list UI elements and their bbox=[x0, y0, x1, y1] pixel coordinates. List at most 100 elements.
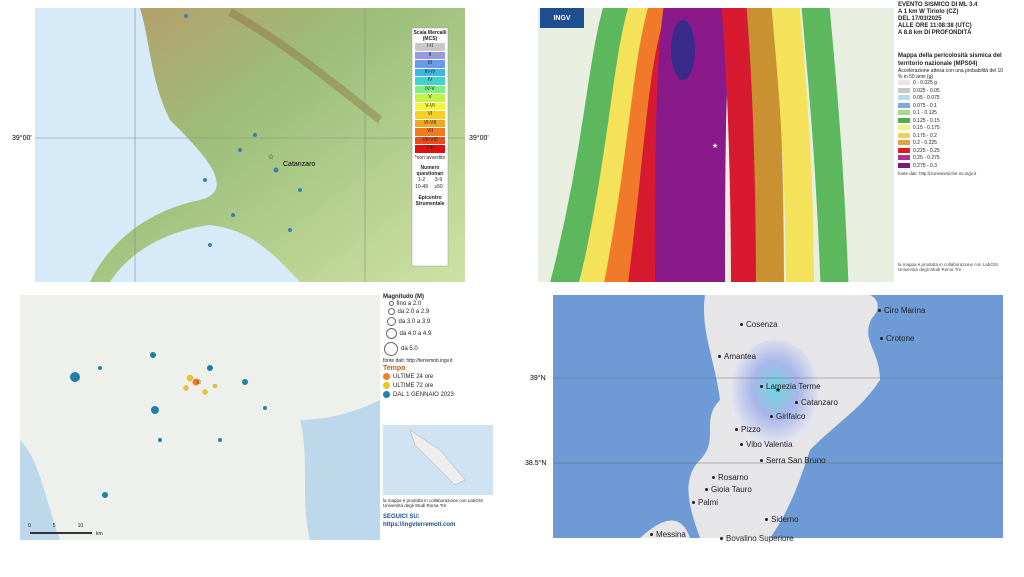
swatch bbox=[878, 309, 881, 313]
mcs-class: III bbox=[415, 60, 445, 68]
swatch bbox=[720, 537, 723, 541]
legend-classes: I-II II III III-IV IV IV-V V V-VI VI VI-VII VII VII… bbox=[413, 43, 447, 153]
label: A 1 km W Tiriolo (CZ) bbox=[898, 9, 959, 15]
magnitude-class: da 5.0 bbox=[383, 341, 503, 357]
label: da 3.0 a 3.9 bbox=[398, 319, 431, 326]
swatch bbox=[898, 140, 910, 146]
place-label: Catanzaro bbox=[795, 398, 838, 407]
label: 0.125 - 0.15 bbox=[913, 117, 940, 124]
label: fino a 2.0 bbox=[396, 301, 422, 308]
place-label: Ciro Marina bbox=[878, 306, 925, 315]
swatch bbox=[386, 317, 396, 327]
place-label: Girifalco bbox=[770, 412, 805, 421]
land bbox=[90, 8, 465, 282]
swatch bbox=[385, 328, 397, 340]
place-label: Amantea bbox=[718, 352, 756, 361]
swatch bbox=[898, 117, 910, 123]
label: Gioia Tauro bbox=[711, 485, 752, 494]
place-label: Siderno bbox=[765, 515, 799, 524]
count-class: ≥50 bbox=[430, 184, 447, 191]
place-label: Gioia Tauro bbox=[705, 485, 752, 494]
label: EVENTO SISMICO DI ML 3.4 bbox=[898, 2, 978, 8]
swatch bbox=[898, 162, 910, 168]
magnitude-class: da 3.0 a 3.9 bbox=[383, 317, 503, 328]
count-title: Numero questionari bbox=[416, 164, 444, 177]
label: 10 bbox=[77, 523, 84, 529]
label: 0.175 - 0.2 bbox=[913, 132, 937, 139]
hazard-class: 0.025 - 0.05 bbox=[898, 88, 1008, 96]
scale-label: 10 bbox=[78, 522, 84, 530]
credit: la mappa è prodotta in collaborazione co… bbox=[898, 262, 999, 272]
hazard-class: 0.275 - 0.3 bbox=[898, 163, 1008, 171]
label: da 4.0 a 4.9 bbox=[399, 331, 432, 338]
swatch bbox=[760, 459, 763, 463]
max-zone bbox=[671, 20, 695, 80]
hazard-class: 0.25 - 0.275 bbox=[898, 155, 1008, 163]
hazard-class: 0.15 - 0.175 bbox=[898, 125, 1008, 133]
swatch bbox=[898, 102, 910, 108]
count-class: 1-2 bbox=[413, 177, 430, 184]
events-map: ☆ bbox=[20, 295, 493, 540]
place-label: Messina bbox=[650, 530, 686, 539]
label: VI bbox=[427, 111, 433, 117]
hazard-class: 0 - 0.025 g bbox=[898, 80, 1008, 88]
swatch bbox=[898, 87, 910, 93]
label: III-IV bbox=[424, 68, 436, 75]
label: Pizzo bbox=[741, 425, 761, 434]
label: 1-2 bbox=[417, 176, 426, 183]
source: fonte dati: http://terremoti.ingv.it bbox=[383, 358, 453, 365]
label: 0.025 - 0.05 bbox=[913, 87, 940, 94]
label: 0.075 - 0.1 bbox=[913, 102, 937, 109]
legend-note: *non avvertito bbox=[414, 154, 446, 161]
label: V bbox=[428, 94, 432, 100]
swatch bbox=[705, 488, 708, 492]
sea bbox=[300, 400, 380, 540]
place-label: Bovalino Superiore bbox=[720, 534, 794, 543]
place-label: Vibo Valentia bbox=[740, 440, 792, 449]
label: 0.25 - 0.275 bbox=[913, 155, 940, 161]
swatch bbox=[898, 155, 910, 161]
count-class: 10-49 bbox=[413, 184, 430, 191]
label: VIII bbox=[426, 145, 434, 151]
label: Palmi bbox=[698, 498, 719, 507]
swatch bbox=[740, 323, 743, 327]
epicenter: ☆ bbox=[196, 378, 202, 386]
label: VII-VIII bbox=[422, 136, 438, 143]
label: 0.1 - 0.125 bbox=[913, 110, 937, 116]
label: IV-V bbox=[425, 85, 435, 92]
place-label: Pizzo bbox=[735, 425, 761, 434]
hazard-class: 0.1 - 0.125 bbox=[898, 110, 1008, 118]
swatch bbox=[770, 415, 773, 419]
swatch bbox=[880, 337, 883, 341]
label: VI-VII bbox=[423, 119, 437, 126]
swatch bbox=[760, 385, 763, 389]
swatch bbox=[383, 391, 390, 399]
shake-map: ★ 39°N 38.5°N bbox=[525, 295, 1003, 538]
recent-events bbox=[183, 374, 218, 395]
mcs-legend: Scala Mercalli (MCS) I-II II III III-IV IV IV… bbox=[413, 30, 447, 207]
hazard-subtitle: Accelerazione attesa con una probabilità… bbox=[898, 68, 1004, 80]
swatch bbox=[795, 401, 798, 405]
label: ULTIME 24 ore bbox=[393, 374, 434, 381]
label: V-VI bbox=[425, 102, 435, 109]
label: Messina bbox=[656, 530, 686, 539]
label: Catanzaro bbox=[801, 398, 838, 407]
event-line: EVENTO SISMICO DI ML 3.4 bbox=[898, 2, 1008, 9]
mcs-class: IV-V bbox=[415, 85, 445, 93]
swatch bbox=[718, 355, 721, 359]
event-line: A 1 km W Tiriolo (CZ) bbox=[898, 9, 1008, 16]
city: Catanzaro bbox=[283, 161, 315, 168]
scale-label: 0 bbox=[28, 522, 31, 530]
label: 0.05 - 0.075 bbox=[913, 95, 940, 101]
swatch bbox=[740, 443, 743, 447]
hazard-class: 0.125 - 0.15 bbox=[898, 118, 1008, 126]
times: ULTIME 24 ore ULTIME 72 ore DAL 1 GENNAIO … bbox=[383, 373, 503, 400]
label: Serra San Bruno bbox=[766, 456, 826, 465]
felt-reports bbox=[184, 14, 302, 247]
mcs-class: VIII bbox=[415, 145, 445, 153]
label: IV bbox=[427, 77, 433, 83]
swatch bbox=[898, 80, 910, 86]
time-class: ULTIME 24 ore bbox=[383, 373, 503, 382]
hazard-classes: 0 - 0.025 g 0.025 - 0.05 0.05 - 0.075 0.075… bbox=[898, 80, 1008, 170]
